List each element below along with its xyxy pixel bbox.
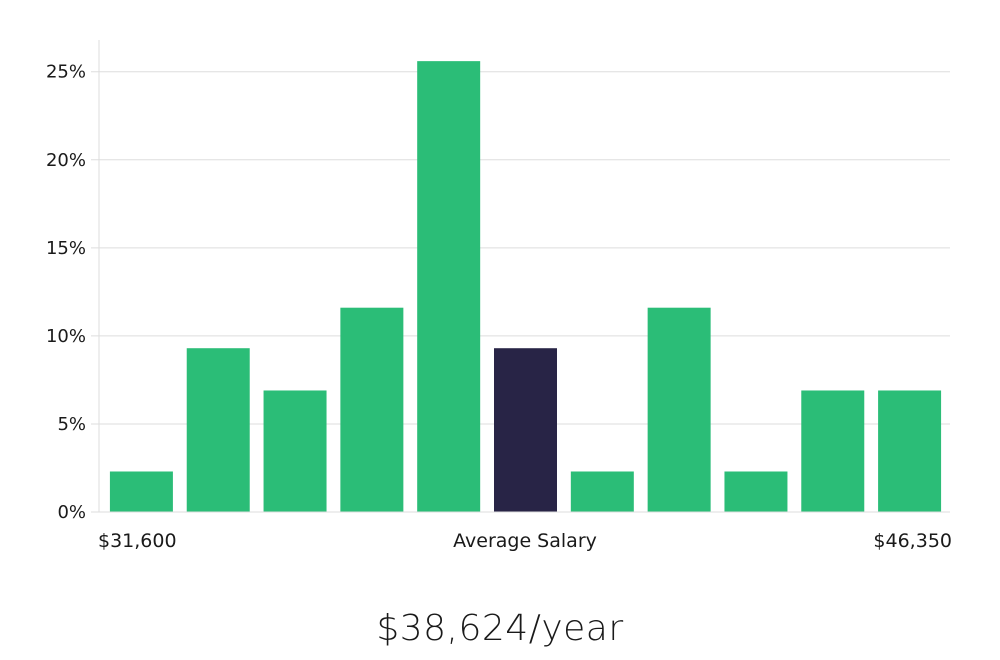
y-tick-label: 15%: [46, 238, 86, 259]
bars: [99, 61, 950, 513]
bar: [340, 307, 404, 512]
salary-histogram: 0% 5% 10% 15% 20% 25% $31,600 Average Salary …: [46, 40, 952, 552]
bar: [186, 348, 250, 512]
bar: [801, 390, 865, 512]
y-tick-label: 0%: [57, 502, 86, 523]
bar: [878, 390, 942, 512]
x-label-center: Average Salary: [453, 530, 597, 552]
bar: [724, 471, 788, 512]
bar-average: [494, 348, 557, 512]
bar: [109, 471, 173, 512]
y-tick-label: 10%: [46, 326, 86, 347]
x-label-max: $46,350: [873, 530, 952, 552]
bar: [417, 61, 481, 512]
bar: [263, 390, 327, 512]
average-salary: $38,624/year: [376, 608, 624, 649]
y-tick-label: 5%: [57, 414, 86, 435]
y-tick-label: 25%: [46, 62, 86, 83]
x-label-min: $31,600: [98, 530, 177, 552]
y-tick-label: 20%: [46, 150, 86, 171]
bar: [570, 471, 634, 512]
y-axis: 0% 5% 10% 15% 20% 25%: [46, 40, 100, 523]
bar: [647, 307, 711, 512]
x-axis: $31,600 Average Salary $46,350: [98, 530, 952, 552]
